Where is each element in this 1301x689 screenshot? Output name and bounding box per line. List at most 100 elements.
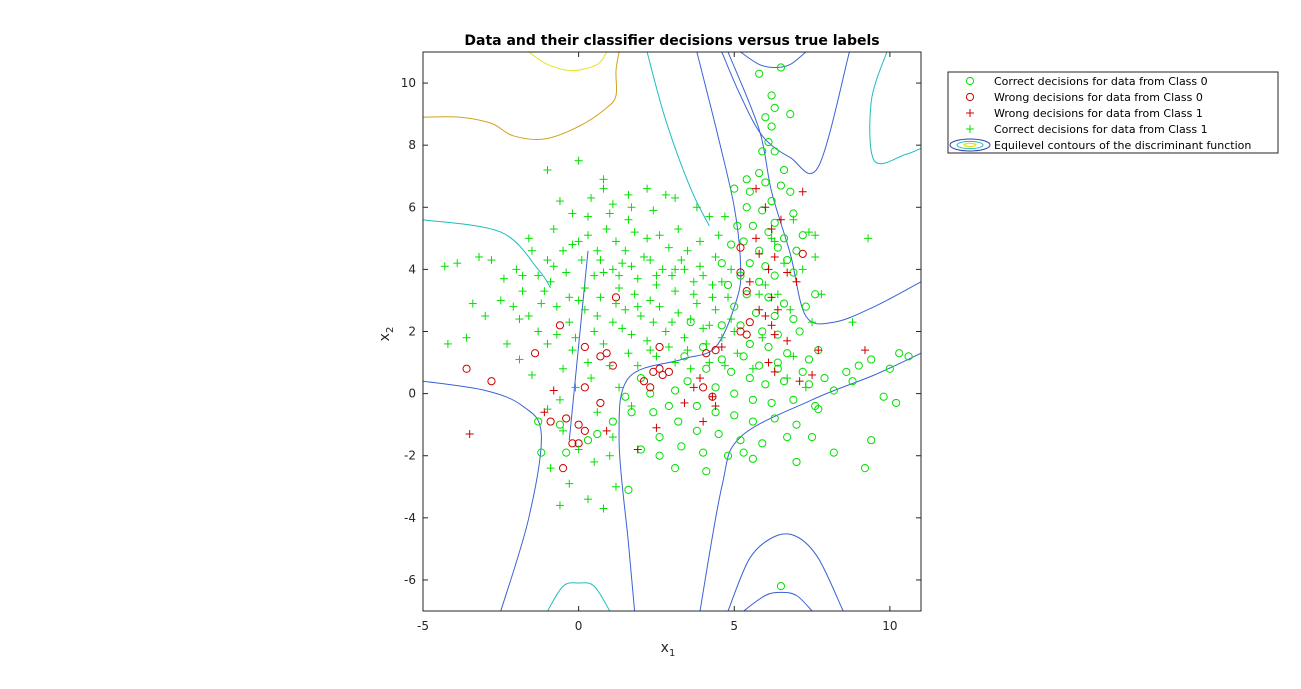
data-point xyxy=(515,355,524,364)
data-point xyxy=(798,231,807,240)
data-point xyxy=(714,429,723,439)
data-point xyxy=(621,305,630,314)
data-point xyxy=(543,256,552,265)
data-point xyxy=(854,361,863,370)
data-point xyxy=(730,389,739,398)
data-point xyxy=(633,445,642,454)
contour-line xyxy=(743,591,813,611)
data-point xyxy=(624,485,633,494)
data-point xyxy=(786,110,795,119)
data-point xyxy=(786,187,795,196)
data-point xyxy=(758,439,767,448)
data-point xyxy=(671,287,680,296)
data-point xyxy=(755,305,764,314)
data-point xyxy=(555,420,565,429)
data-point xyxy=(593,408,602,417)
data-point xyxy=(574,296,583,305)
data-point xyxy=(555,197,564,206)
x-axis-label-main: x xyxy=(661,640,669,656)
data-point xyxy=(848,377,857,386)
data-point xyxy=(717,259,726,268)
legend-contour-swatch-inner xyxy=(963,142,977,148)
data-point xyxy=(736,271,745,280)
data-point xyxy=(783,268,792,277)
data-point xyxy=(440,262,449,271)
data-point xyxy=(736,436,745,445)
data-point xyxy=(453,259,462,268)
data-point xyxy=(524,234,533,243)
data-point xyxy=(798,249,807,258)
data-point xyxy=(779,299,789,308)
data-point xyxy=(599,339,608,348)
data-point xyxy=(636,311,645,320)
data-point xyxy=(549,262,558,271)
data-point xyxy=(730,327,739,336)
data-point xyxy=(755,249,764,258)
data-point xyxy=(692,299,701,308)
chart-title: Data and their classifier decisions vers… xyxy=(464,33,879,49)
data-point xyxy=(717,343,726,352)
data-point xyxy=(605,451,614,460)
data-point xyxy=(680,398,689,407)
data-point xyxy=(571,383,580,392)
data-point xyxy=(814,346,823,355)
data-point xyxy=(817,290,826,299)
data-point xyxy=(711,346,720,355)
y-tick-label: 10 xyxy=(401,76,416,90)
data-point xyxy=(655,302,664,311)
data-point xyxy=(671,358,680,367)
legend-marker xyxy=(965,92,975,102)
data-point xyxy=(593,246,602,255)
data-point xyxy=(711,402,720,411)
data-point xyxy=(783,336,792,345)
data-point xyxy=(615,271,624,280)
data-point xyxy=(559,246,568,255)
data-point xyxy=(487,377,496,386)
plot-area: -5 0 5 10 -6 -4 -2 0 2 4 6 8 10 xyxy=(401,51,922,633)
data-point xyxy=(767,321,776,330)
data-point xyxy=(867,355,876,364)
data-point xyxy=(748,454,758,463)
data-point xyxy=(770,311,779,321)
legend-box xyxy=(947,71,1279,154)
data-point xyxy=(755,361,764,370)
data-point xyxy=(580,284,589,293)
data-point xyxy=(558,464,568,473)
data-point xyxy=(686,315,695,324)
data-point xyxy=(755,69,764,78)
data-point xyxy=(602,349,611,358)
data-point xyxy=(468,299,477,308)
data-point xyxy=(543,405,552,414)
data-point xyxy=(739,448,748,457)
data-point xyxy=(571,333,580,342)
data-point xyxy=(608,417,617,426)
y-tick-label: 4 xyxy=(408,262,416,276)
contour-line xyxy=(423,380,542,611)
data-point xyxy=(807,432,817,442)
data-point xyxy=(562,414,571,423)
data-point xyxy=(705,321,714,330)
contour-line xyxy=(699,352,921,611)
data-point xyxy=(555,321,565,330)
y-tick-label: 8 xyxy=(408,138,416,152)
data-point xyxy=(699,417,708,426)
data-point xyxy=(546,464,555,473)
data-point xyxy=(611,237,620,246)
data-point xyxy=(546,277,555,286)
data-point xyxy=(723,280,733,290)
data-point xyxy=(717,321,726,330)
legend-item: Correct decisions for data from Class 1 xyxy=(966,123,1208,136)
data-point xyxy=(639,252,648,261)
contour-line xyxy=(740,52,807,69)
data-point xyxy=(727,265,736,274)
data-point xyxy=(618,324,627,333)
data-point xyxy=(689,277,698,286)
data-point xyxy=(786,305,795,314)
data-point xyxy=(596,256,605,265)
data-point xyxy=(717,355,726,364)
y-axis-label-subscript: 2 xyxy=(385,327,396,333)
data-point xyxy=(789,314,798,324)
data-point xyxy=(649,206,658,215)
data-point xyxy=(649,408,658,417)
data-point xyxy=(776,582,786,591)
